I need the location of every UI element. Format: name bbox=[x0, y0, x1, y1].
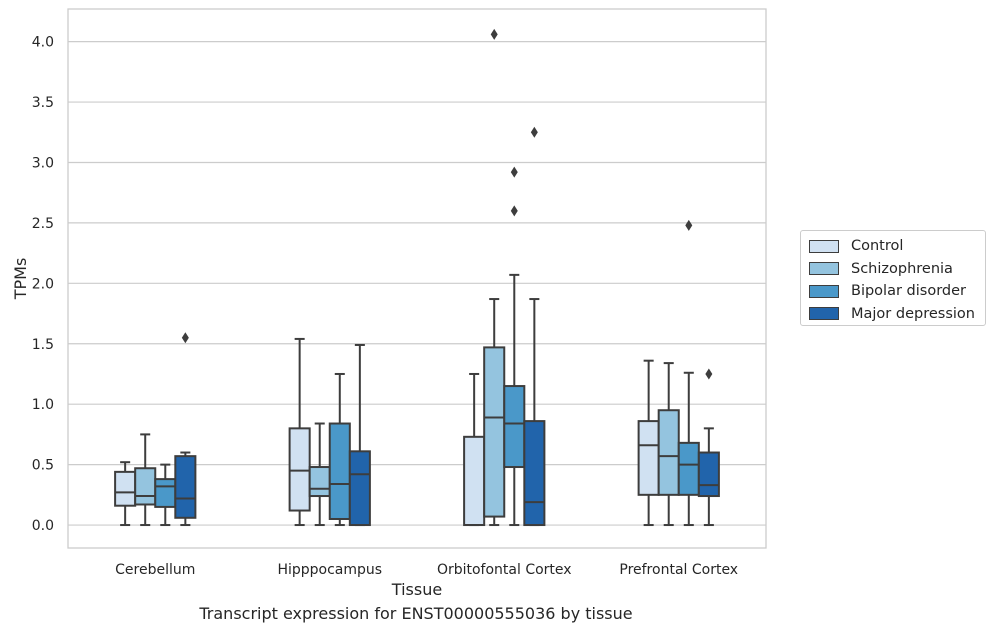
x-tick-label: Orbitofontal Cortex bbox=[437, 562, 572, 578]
box bbox=[637, 420, 660, 496]
legend-item: Major depression bbox=[809, 303, 977, 326]
series-bipolar-disorder bbox=[154, 166, 700, 527]
box bbox=[154, 478, 177, 508]
x-axis-label: Tissue bbox=[391, 580, 442, 599]
outlier-point bbox=[685, 219, 693, 231]
outlier-point bbox=[181, 332, 189, 344]
outlier-point bbox=[510, 205, 518, 217]
x-tick-label: Cerebellum bbox=[115, 562, 195, 578]
legend-item: Control bbox=[809, 235, 977, 258]
y-tick-label: 0.0 bbox=[32, 518, 54, 534]
outlier-point bbox=[705, 368, 713, 380]
box bbox=[697, 451, 720, 498]
outlier-point bbox=[510, 166, 518, 178]
outlier-point bbox=[490, 28, 498, 40]
legend-swatch bbox=[809, 307, 839, 321]
y-tick-label: 3.0 bbox=[32, 155, 54, 171]
x-axis-ticks: Cerebellum Hipppocampus Orbitofontal Corte… bbox=[115, 562, 738, 578]
legend-item: Bipolar disorder bbox=[809, 280, 977, 303]
legend-item: Schizophrenia bbox=[809, 258, 977, 281]
y-tick-label: 4.0 bbox=[32, 35, 54, 51]
x-tick-label: Hipppocampus bbox=[277, 562, 382, 578]
y-axis-ticks: 0.0 0.5 1.0 1.5 2.0 2.5 3.0 3.5 4.0 bbox=[32, 35, 54, 534]
box bbox=[503, 385, 526, 469]
legend-swatch bbox=[809, 262, 839, 276]
legend-swatch bbox=[809, 284, 839, 298]
series-major-depression bbox=[174, 126, 720, 527]
box bbox=[288, 427, 311, 512]
box bbox=[328, 422, 351, 520]
y-axis-label: TPMs bbox=[11, 258, 30, 301]
box bbox=[483, 346, 506, 518]
series-schizophrenia bbox=[134, 28, 680, 527]
y-tick-label: 2.0 bbox=[32, 276, 54, 292]
box bbox=[134, 467, 157, 506]
legend-label: Bipolar disorder bbox=[851, 283, 966, 300]
box bbox=[114, 470, 137, 507]
y-tick-label: 1.0 bbox=[32, 397, 54, 413]
legend-label: Control bbox=[851, 238, 904, 255]
figure-caption: Transcript expression for ENST0000055503… bbox=[199, 604, 633, 623]
box bbox=[463, 435, 486, 527]
legend-label: Major depression bbox=[851, 305, 975, 322]
plot-frame bbox=[67, 8, 767, 549]
legend-label: Schizophrenia bbox=[851, 260, 953, 277]
series-control bbox=[114, 337, 660, 527]
box bbox=[348, 450, 371, 527]
legend: Control Schizophrenia Bipolar disorder Majo… bbox=[800, 230, 986, 326]
y-tick-label: 2.5 bbox=[32, 216, 54, 232]
box bbox=[657, 409, 680, 496]
y-tick-label: 1.5 bbox=[32, 337, 54, 353]
box bbox=[308, 466, 331, 498]
outlier-point bbox=[530, 126, 538, 138]
box bbox=[523, 420, 546, 527]
y-tick-label: 3.5 bbox=[32, 95, 54, 111]
x-tick-label: Prefrontal Cortex bbox=[619, 562, 738, 578]
box-series bbox=[114, 28, 720, 527]
box bbox=[174, 455, 197, 519]
legend-swatch bbox=[809, 239, 839, 253]
y-tick-label: 0.5 bbox=[32, 458, 54, 474]
box bbox=[677, 441, 700, 496]
